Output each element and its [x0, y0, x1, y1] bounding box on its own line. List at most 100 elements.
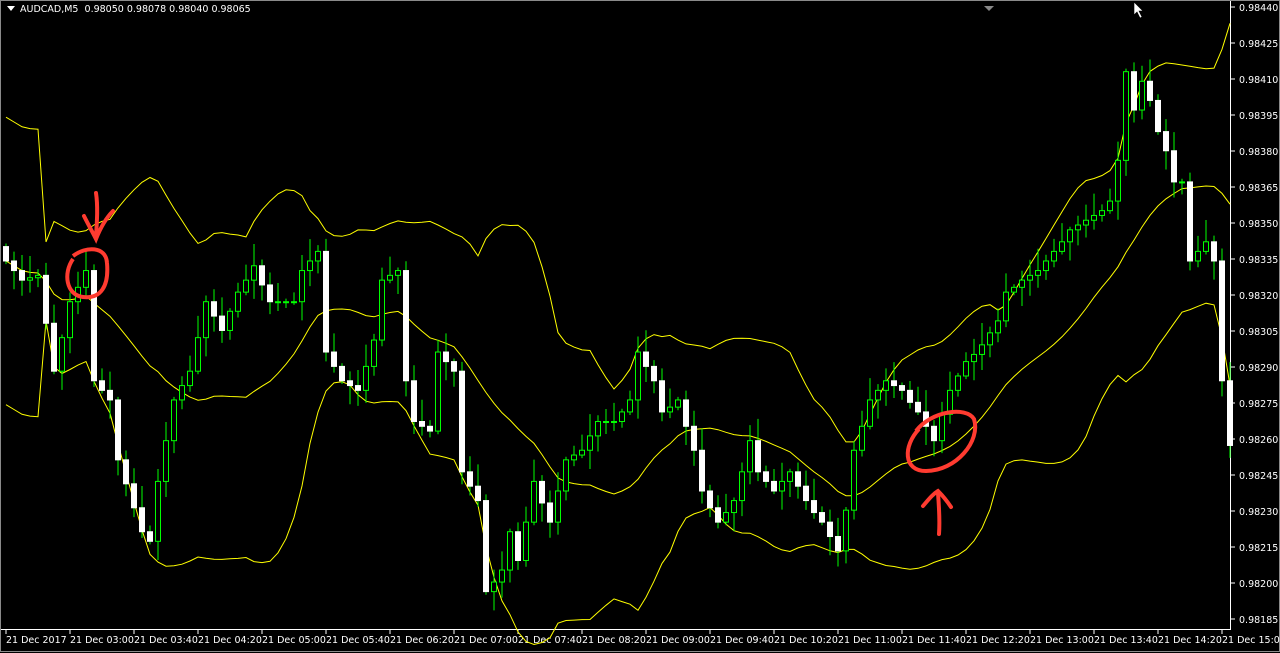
bull-candle[interactable]	[1019, 279, 1025, 288]
bear-candle[interactable]	[755, 440, 761, 473]
bull-candle[interactable]	[979, 344, 985, 355]
bear-candle[interactable]	[3, 246, 9, 262]
bear-candle[interactable]	[331, 351, 337, 367]
bear-candle[interactable]	[707, 490, 713, 509]
bull-candle[interactable]	[987, 332, 993, 346]
bull-candle[interactable]	[587, 435, 593, 451]
bull-candle[interactable]	[227, 310, 233, 331]
bear-candle[interactable]	[467, 471, 473, 487]
bull-candle[interactable]	[499, 569, 505, 583]
bear-candle[interactable]	[763, 471, 769, 482]
bear-candle[interactable]	[475, 485, 481, 502]
chart-plot-area[interactable]	[1, 1, 1231, 630]
bull-candle[interactable]	[291, 301, 297, 304]
bull-candle[interactable]	[171, 399, 177, 442]
bear-candle[interactable]	[651, 365, 657, 382]
bear-candle[interactable]	[899, 385, 905, 391]
bear-candle[interactable]	[699, 449, 705, 492]
bull-candle[interactable]	[595, 421, 601, 437]
bear-candle[interactable]	[515, 531, 521, 561]
bull-candle[interactable]	[635, 351, 641, 401]
bull-candle[interactable]	[875, 389, 881, 401]
bull-candle[interactable]	[1203, 241, 1209, 252]
bear-candle[interactable]	[907, 389, 913, 403]
bull-candle[interactable]	[939, 413, 945, 442]
bear-candle[interactable]	[539, 480, 545, 504]
bear-candle[interactable]	[219, 315, 225, 331]
bull-candle[interactable]	[955, 375, 961, 391]
bear-candle[interactable]	[51, 322, 57, 372]
bull-candle[interactable]	[203, 301, 209, 339]
bull-candle[interactable]	[395, 270, 401, 276]
bull-candle[interactable]	[555, 490, 561, 523]
bull-candle[interactable]	[739, 471, 745, 502]
bear-candle[interactable]	[211, 301, 217, 317]
bear-candle[interactable]	[459, 370, 465, 473]
dropdown-triangle-icon[interactable]	[7, 6, 15, 11]
bear-candle[interactable]	[115, 399, 121, 461]
bear-candle[interactable]	[91, 270, 97, 382]
bear-candle[interactable]	[547, 502, 553, 523]
bull-candle[interactable]	[251, 265, 257, 281]
bull-candle[interactable]	[307, 260, 313, 272]
bull-candle[interactable]	[851, 449, 857, 511]
bear-candle[interactable]	[1163, 131, 1169, 152]
bull-candle[interactable]	[523, 521, 529, 561]
bear-candle[interactable]	[443, 351, 449, 363]
bull-candle[interactable]	[779, 480, 785, 492]
bear-candle[interactable]	[891, 380, 897, 387]
bear-candle[interactable]	[1227, 380, 1233, 446]
bear-candle[interactable]	[483, 500, 489, 593]
bull-candle[interactable]	[179, 385, 185, 401]
bull-candle[interactable]	[1059, 241, 1065, 252]
bull-candle[interactable]	[1067, 229, 1073, 243]
bull-candle[interactable]	[563, 459, 569, 492]
bull-candle[interactable]	[787, 471, 793, 482]
bull-candle[interactable]	[995, 320, 1001, 334]
bull-candle[interactable]	[507, 531, 513, 571]
bear-candle[interactable]	[403, 270, 409, 382]
bear-candle[interactable]	[1219, 260, 1225, 382]
bull-candle[interactable]	[35, 274, 41, 279]
bear-candle[interactable]	[803, 485, 809, 502]
bull-candle[interactable]	[883, 380, 889, 391]
bull-candle[interactable]	[1083, 219, 1089, 226]
bull-candle[interactable]	[491, 581, 497, 593]
bull-candle[interactable]	[315, 250, 321, 262]
bull-candle[interactable]	[363, 365, 369, 391]
bull-candle[interactable]	[971, 353, 977, 363]
bear-candle[interactable]	[835, 536, 841, 552]
bear-candle[interactable]	[931, 425, 937, 442]
bull-candle[interactable]	[947, 389, 953, 415]
bull-candle[interactable]	[371, 339, 377, 367]
bull-candle[interactable]	[435, 351, 441, 432]
bear-candle[interactable]	[43, 274, 49, 324]
bull-candle[interactable]	[723, 512, 729, 523]
bull-candle[interactable]	[731, 500, 737, 514]
bear-candle[interactable]	[915, 401, 921, 413]
bull-candle[interactable]	[1115, 159, 1121, 202]
bull-candle[interactable]	[379, 279, 385, 341]
bull-candle[interactable]	[963, 361, 969, 377]
bear-candle[interactable]	[339, 365, 345, 382]
bull-candle[interactable]	[163, 440, 169, 482]
bull-candle[interactable]	[1099, 210, 1105, 216]
bull-candle[interactable]	[619, 411, 625, 423]
bear-candle[interactable]	[643, 351, 649, 367]
bear-candle[interactable]	[1155, 99, 1161, 133]
bear-candle[interactable]	[107, 389, 113, 401]
bull-candle[interactable]	[531, 480, 537, 523]
bear-candle[interactable]	[771, 480, 777, 492]
bear-candle[interactable]	[811, 500, 817, 514]
bull-candle[interactable]	[83, 270, 89, 288]
bear-candle[interactable]	[795, 471, 801, 487]
bull-candle[interactable]	[1051, 250, 1057, 262]
bear-candle[interactable]	[659, 380, 665, 413]
bear-candle[interactable]	[827, 521, 833, 538]
bull-candle[interactable]	[1043, 260, 1049, 272]
bear-candle[interactable]	[427, 425, 433, 432]
bull-candle[interactable]	[667, 406, 673, 413]
bear-candle[interactable]	[411, 380, 417, 423]
bear-candle[interactable]	[147, 531, 153, 542]
bear-candle[interactable]	[123, 459, 129, 485]
